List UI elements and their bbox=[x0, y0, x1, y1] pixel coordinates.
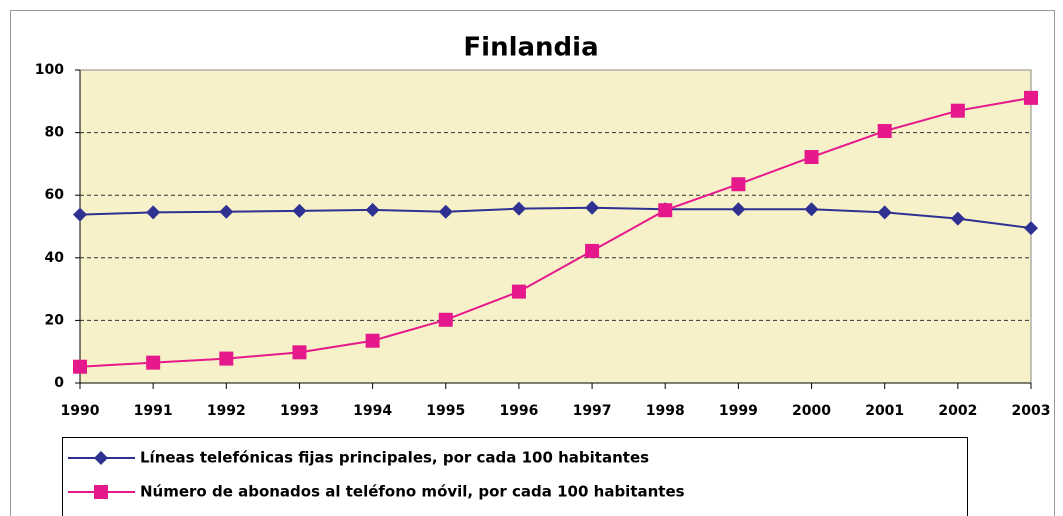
marker bbox=[292, 345, 307, 360]
x-tick-label: 1993 bbox=[280, 403, 319, 419]
x-tick-label: 1990 bbox=[61, 403, 100, 419]
marker bbox=[219, 204, 234, 219]
marker bbox=[1024, 90, 1038, 105]
marker bbox=[219, 351, 234, 366]
y-tick-label: 0 bbox=[54, 375, 64, 391]
x-tick-label: 1999 bbox=[719, 403, 758, 419]
marker bbox=[146, 355, 161, 370]
marker bbox=[511, 201, 526, 216]
marker bbox=[877, 124, 892, 139]
marker bbox=[438, 204, 453, 219]
chart-title: Finlandia bbox=[463, 33, 598, 63]
marker bbox=[585, 243, 600, 258]
marker bbox=[804, 202, 819, 217]
marker bbox=[1024, 221, 1038, 236]
marker bbox=[365, 333, 380, 348]
x-tick-label: 1995 bbox=[426, 403, 465, 419]
x-tick-label: 1994 bbox=[353, 403, 392, 419]
marker bbox=[877, 205, 892, 220]
marker bbox=[585, 200, 600, 215]
x-tick-label: 2002 bbox=[938, 403, 977, 419]
x-tick-label: 1996 bbox=[499, 403, 538, 419]
legend-marker bbox=[94, 485, 108, 499]
x-tick-label: 1992 bbox=[207, 403, 246, 419]
marker bbox=[146, 205, 161, 220]
y-tick-label: 60 bbox=[45, 187, 65, 203]
x-tick-label: 1997 bbox=[573, 403, 612, 419]
marker bbox=[365, 202, 380, 217]
marker bbox=[73, 207, 87, 222]
marker bbox=[731, 202, 746, 217]
series-line bbox=[79, 96, 1032, 368]
y-tick-label: 100 bbox=[35, 62, 64, 78]
marker bbox=[658, 203, 673, 218]
frame bbox=[10, 10, 1055, 516]
y-tick-label: 80 bbox=[45, 125, 65, 141]
legend-label: Líneas telefónicas fijas principales, po… bbox=[140, 449, 649, 467]
marker bbox=[950, 103, 965, 118]
y-tick-label: 20 bbox=[45, 312, 65, 328]
x-tick-label: 2000 bbox=[792, 403, 831, 419]
marker bbox=[804, 150, 819, 165]
marker bbox=[73, 359, 87, 374]
x-tick-label: 1991 bbox=[134, 403, 173, 419]
marker bbox=[292, 203, 307, 218]
x-tick-label: 2003 bbox=[1012, 403, 1051, 419]
legend-marker bbox=[94, 451, 108, 465]
plot-area bbox=[79, 69, 1032, 384]
legend-label: Número de abonados al teléfono móvil, po… bbox=[140, 483, 685, 501]
marker bbox=[731, 177, 746, 192]
series-line bbox=[79, 206, 1032, 230]
x-tick-label: 2001 bbox=[865, 403, 904, 419]
marker bbox=[950, 211, 965, 226]
marker bbox=[511, 284, 526, 299]
marker bbox=[438, 312, 453, 327]
legend bbox=[62, 437, 968, 516]
y-tick-label: 40 bbox=[45, 250, 65, 266]
x-tick-label: 1998 bbox=[646, 403, 685, 419]
